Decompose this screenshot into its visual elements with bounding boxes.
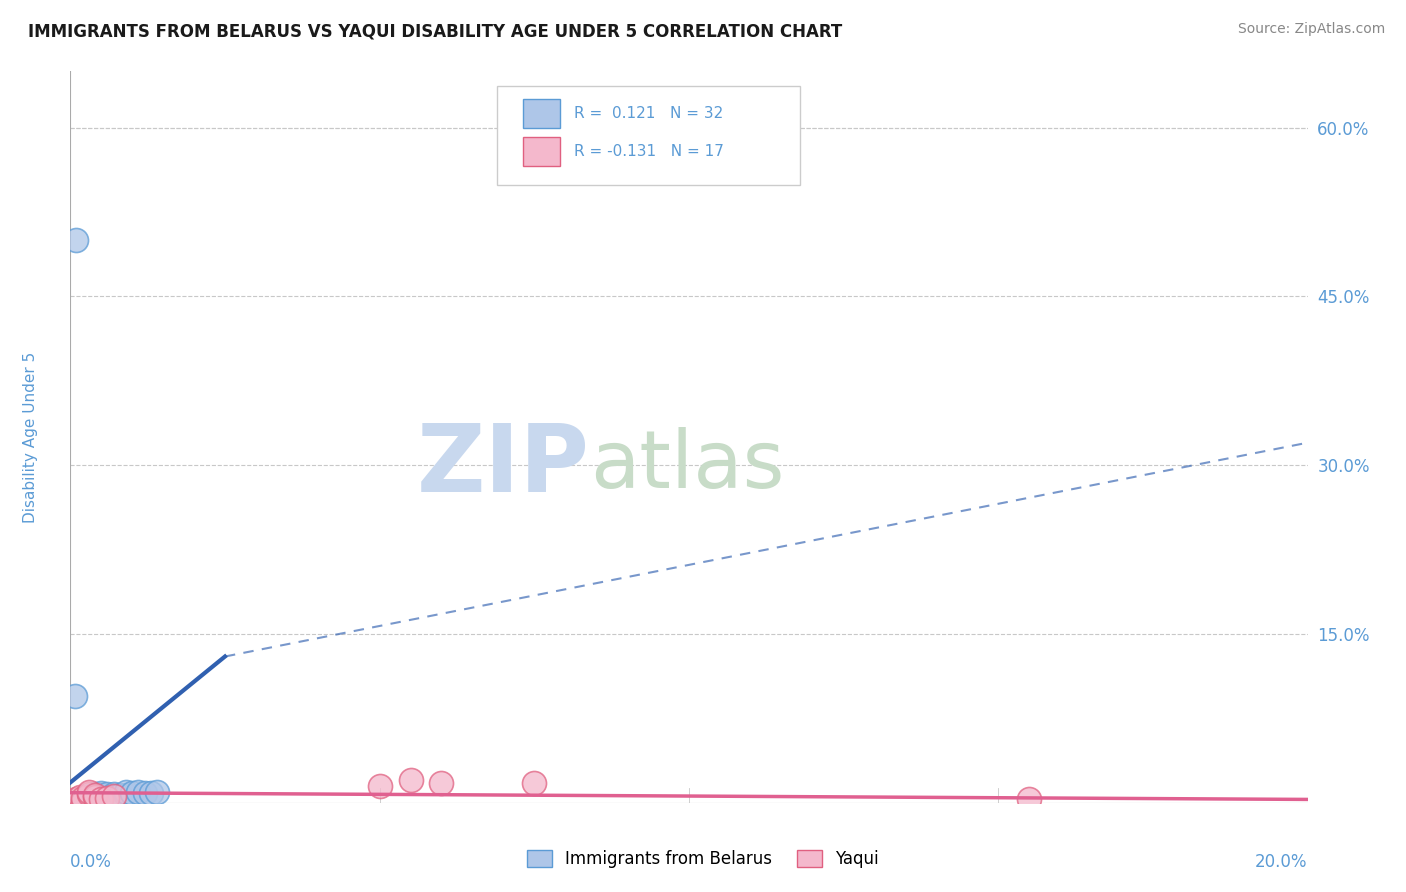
- Point: [523, 775, 546, 789]
- Point: [69, 790, 91, 805]
- Point: [90, 786, 112, 800]
- Text: R =  0.121   N = 32: R = 0.121 N = 32: [574, 106, 723, 121]
- Point: [77, 790, 100, 805]
- FancyBboxPatch shape: [523, 99, 560, 128]
- Legend: Immigrants from Belarus, Yaqui: Immigrants from Belarus, Yaqui: [520, 843, 886, 875]
- Point: [103, 789, 125, 803]
- Point: [72, 791, 94, 805]
- Point: [84, 790, 107, 805]
- Text: IMMIGRANTS FROM BELARUS VS YAQUI DISABILITY AGE UNDER 5 CORRELATION CHART: IMMIGRANTS FROM BELARUS VS YAQUI DISABIL…: [28, 22, 842, 40]
- Point: [96, 791, 118, 805]
- Text: R = -0.131   N = 17: R = -0.131 N = 17: [574, 145, 724, 160]
- Point: [69, 793, 91, 807]
- Point: [108, 788, 131, 802]
- Point: [84, 792, 107, 806]
- Point: [72, 793, 94, 807]
- Point: [139, 786, 162, 800]
- Point: [96, 790, 118, 805]
- Point: [90, 788, 112, 802]
- Text: 20.0%: 20.0%: [1256, 854, 1308, 871]
- Point: [72, 791, 94, 805]
- Point: [399, 773, 422, 788]
- Point: [72, 792, 94, 806]
- Text: 0.0%: 0.0%: [70, 854, 112, 871]
- Point: [75, 793, 97, 807]
- Point: [77, 791, 100, 805]
- Point: [430, 775, 453, 789]
- Point: [103, 787, 125, 801]
- Point: [84, 791, 107, 805]
- Point: [146, 784, 169, 798]
- Point: [77, 787, 100, 801]
- Point: [72, 793, 94, 807]
- Point: [77, 784, 100, 798]
- Point: [115, 784, 138, 798]
- Point: [65, 793, 87, 807]
- Point: [65, 792, 87, 806]
- Point: [90, 790, 112, 805]
- Point: [368, 779, 391, 793]
- Point: [121, 786, 143, 800]
- Point: [134, 786, 156, 800]
- Point: [77, 789, 100, 803]
- Point: [77, 792, 100, 806]
- Point: [65, 233, 87, 247]
- Point: [84, 787, 107, 801]
- Text: Source: ZipAtlas.com: Source: ZipAtlas.com: [1237, 22, 1385, 37]
- Point: [90, 791, 112, 805]
- Point: [127, 784, 149, 798]
- FancyBboxPatch shape: [498, 86, 800, 185]
- Point: [90, 792, 112, 806]
- Point: [62, 793, 84, 807]
- Point: [65, 689, 87, 703]
- Point: [103, 789, 125, 803]
- Point: [96, 787, 118, 801]
- Text: ZIP: ZIP: [418, 420, 591, 512]
- Point: [84, 789, 107, 803]
- FancyBboxPatch shape: [523, 137, 560, 167]
- Text: atlas: atlas: [591, 427, 785, 506]
- Text: Disability Age Under 5: Disability Age Under 5: [24, 351, 38, 523]
- Point: [1018, 792, 1040, 806]
- Point: [115, 788, 138, 802]
- Point: [84, 788, 107, 802]
